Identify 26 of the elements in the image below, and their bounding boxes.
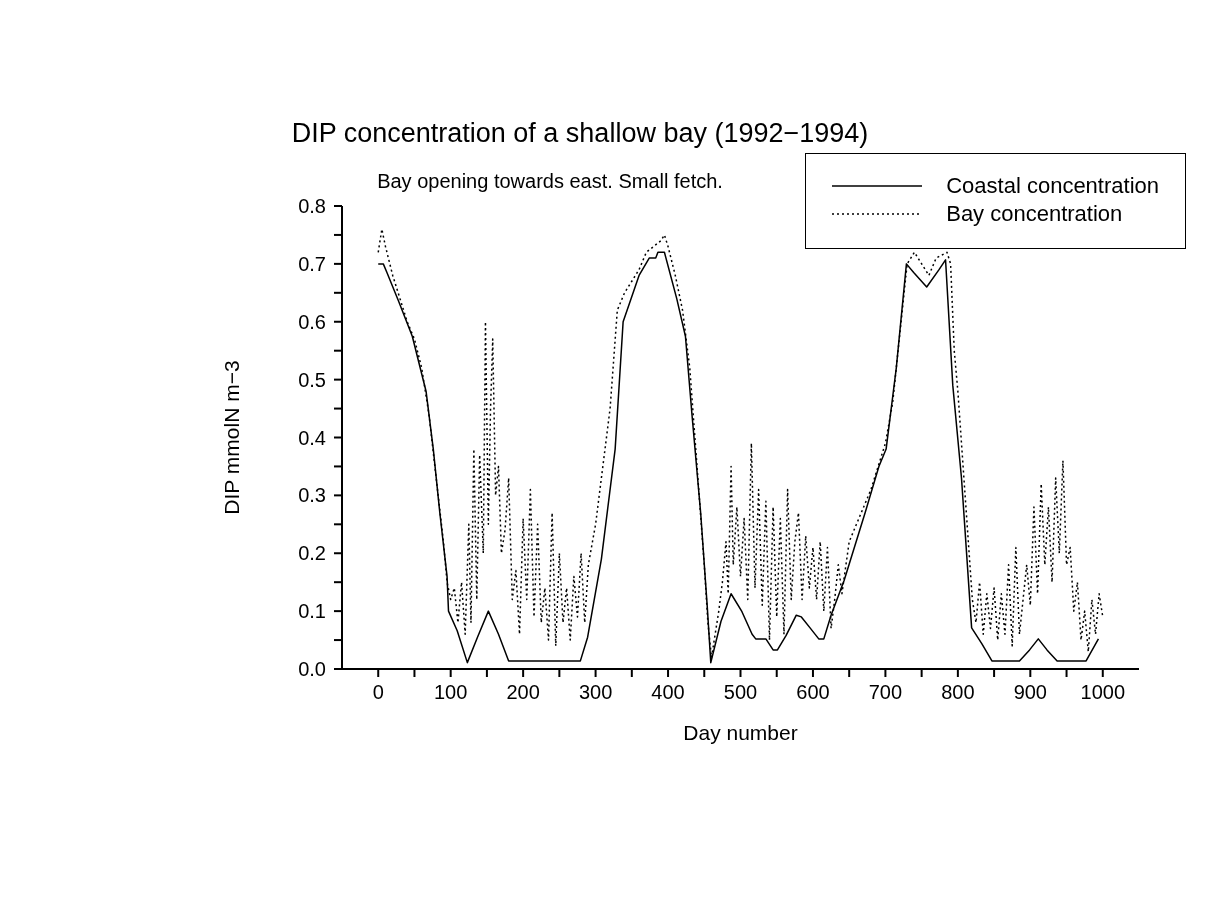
x-tick-label: 0 [372, 681, 384, 704]
x-tick-label: 800 [941, 681, 975, 704]
legend-label: Bay concentration [946, 200, 1123, 228]
y-tick-label: 0.2 [298, 542, 326, 565]
x-tick-label: 600 [796, 681, 830, 704]
x-tick-label: 900 [1013, 681, 1048, 704]
y-tick-label: 0.4 [298, 426, 326, 449]
y-tick-label: 0.8 [298, 195, 326, 218]
x-tick-label: 700 [868, 681, 903, 704]
y-tick-label: 0.6 [298, 310, 326, 333]
chart-title: DIP concentration of a shallow bay (1992−1994) [290, 118, 870, 149]
x-axis-title: Day number [683, 720, 798, 744]
x-tick-label: 1000 [1080, 681, 1126, 704]
y-tick-label: 0.1 [298, 600, 326, 623]
x-tick-label: 400 [651, 681, 685, 704]
x-tick-label: 300 [578, 681, 613, 704]
y-tick-label: 0.0 [298, 658, 326, 681]
x-tick-label: 100 [433, 681, 468, 704]
chart-subtitle: Bay opening towards east. Small fetch. [377, 170, 723, 192]
y-axis-title: DIP mmolN m−3 [220, 360, 244, 515]
x-tick-label: 200 [506, 681, 540, 704]
y-tick-label: 0.7 [298, 252, 326, 275]
y-tick-label: 0.3 [298, 484, 326, 507]
legend-label: Coastal concentration [946, 172, 1159, 200]
y-tick-label: 0.5 [298, 368, 326, 391]
x-tick-label: 500 [723, 681, 758, 704]
